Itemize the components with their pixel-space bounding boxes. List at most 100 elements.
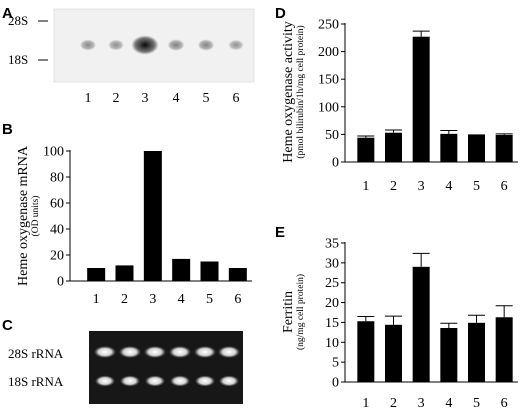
blot-band-lane-4 [167, 39, 185, 51]
panel-letter-b: B [2, 121, 13, 138]
y-tick-label-b-100: 100 [43, 145, 64, 160]
rrna-gel [89, 331, 243, 404]
error-bar-e-3 [412, 252, 430, 267]
y-tick-label-d-0: 0 [332, 156, 339, 171]
blot-band-lane-1 [80, 39, 96, 51]
marker-label-28s: 28S [8, 13, 28, 28]
panel-letter-c: C [2, 317, 13, 334]
lane-label-3: 3 [142, 91, 149, 106]
y-tick-label-e-25: 25 [325, 276, 339, 291]
gel-band-18s-lane-3 [145, 375, 165, 387]
blot-band-lane-6 [228, 39, 244, 51]
category-label-e-3: 3 [418, 396, 425, 409]
panel-c: C 28S rRNA 18S rRNA [2, 317, 243, 404]
error-bar-e-4 [440, 322, 458, 328]
y-axis-units-e: (ng/mg cell protein) [295, 274, 306, 350]
gel-band-28s-lane-1 [94, 346, 116, 358]
lane-label-5: 5 [203, 91, 210, 106]
error-bar-e-5 [468, 314, 485, 323]
y-tick-label-e-5: 5 [332, 356, 339, 371]
y-tick-label-d-50: 50 [325, 128, 339, 143]
error-bar-d-1 [357, 135, 375, 138]
panel-d-chart: D 0 50 100 150 200 250 1 2 3 4 5 6 Heme oxygenase act… [275, 5, 518, 194]
gel-band-18s-lane-1 [95, 375, 115, 387]
lane-label-2: 2 [113, 91, 120, 106]
gel-band-18s-lane-4 [170, 375, 190, 387]
error-bar-e-2 [385, 315, 402, 325]
category-label-d-5: 5 [473, 179, 480, 194]
category-label-d-1: 1 [362, 179, 369, 194]
y-tick-label-e-0: 0 [332, 376, 339, 391]
category-label-b-6: 6 [234, 292, 241, 307]
lane-labels: 1 2 3 4 5 6 [85, 91, 240, 106]
y-tick-label-b-80: 80 [50, 171, 64, 186]
category-label-b-3: 3 [149, 292, 156, 307]
category-label-d-4: 4 [445, 179, 452, 194]
rrna-label-28s: 28S rRNA [8, 346, 64, 361]
bar-e-6 [495, 317, 513, 382]
bar-b-2 [115, 265, 134, 281]
bar-b-5 [200, 261, 219, 281]
panel-letter-d: D [275, 5, 286, 22]
y-axis-units-b: (OD units) [30, 196, 41, 237]
bar-d-4 [440, 133, 458, 162]
y-tick-label-e-20: 20 [325, 296, 339, 311]
gel-band-28s-lane-2 [119, 346, 141, 358]
marker-label-18s: 18S [8, 52, 28, 67]
gel-band-28s-lane-4 [169, 346, 191, 358]
y-axis-label-d: Heme oxygenase activity [281, 21, 296, 163]
lane-label-1: 1 [85, 91, 92, 106]
lane-label-6: 6 [233, 91, 240, 106]
panel-a: A 28S 18S 1 2 3 4 5 6 [2, 5, 255, 106]
y-axis-units-d: (pmol bilirubin/1h/mg cell protein) [295, 25, 306, 158]
category-label-e-2: 2 [390, 396, 397, 409]
bar-d-1 [357, 137, 375, 162]
gel-band-18s-lane-5 [195, 375, 215, 387]
y-tick-label-d-100: 100 [318, 100, 339, 115]
category-label-b-5: 5 [206, 292, 213, 307]
rrna-gel-bands [94, 346, 240, 387]
gel-band-18s-lane-2 [120, 375, 140, 387]
y-tick-label-d-250: 250 [318, 18, 339, 33]
northern-blot-bands [80, 35, 244, 55]
panel-letter-a: A [2, 5, 13, 22]
error-bar-e-1 [357, 315, 375, 322]
panel-b-chart: B 0 20 40 60 80 100 1 2 3 4 5 6 Heme oxygenase mRNA (O… [2, 121, 252, 307]
bar-d-5 [468, 134, 485, 162]
bar-d-2 [385, 132, 402, 162]
bar-e-3 [412, 266, 430, 382]
bar-d-3 [412, 36, 430, 162]
bar-e-1 [357, 321, 375, 382]
category-label-d-6: 6 [501, 179, 508, 194]
y-tick-label-e-15: 15 [325, 316, 339, 331]
bar-e-4 [440, 327, 458, 382]
panel-letter-e: E [275, 224, 285, 241]
y-axis-label-b: Heme oxygenase mRNA [16, 145, 31, 286]
y-tick-label-e-30: 30 [325, 256, 339, 271]
y-tick-label-d-200: 200 [318, 45, 339, 60]
panel-e-chart: E 0 5 10 15 20 25 30 35 1 2 3 4 5 6 Ferritin (ng/mg cell… [275, 224, 518, 409]
gel-band-28s-lane-6 [218, 346, 240, 358]
lane-label-4: 4 [173, 91, 180, 106]
category-label-b-2: 2 [121, 292, 128, 307]
bar-e-2 [385, 324, 402, 382]
bar-b-3 [143, 151, 162, 281]
y-axis-label-e: Ferritin [281, 291, 296, 333]
bar-b-6 [228, 268, 247, 281]
y-tick-label-b-60: 60 [50, 197, 64, 212]
y-tick-label-d-150: 150 [318, 73, 339, 88]
bar-b-4 [172, 258, 191, 281]
gel-band-28s-lane-5 [194, 346, 216, 358]
error-bar-d-4 [440, 130, 458, 134]
y-tick-label-b-0: 0 [57, 275, 64, 290]
category-label-b-1: 1 [93, 292, 100, 307]
y-tick-label-b-20: 20 [50, 249, 64, 264]
category-label-e-4: 4 [445, 396, 452, 409]
gel-band-28s-lane-3 [144, 346, 166, 358]
category-label-e-5: 5 [473, 396, 480, 409]
error-bar-d-6 [495, 133, 513, 135]
category-label-e-6: 6 [501, 396, 508, 409]
category-label-e-1: 1 [362, 396, 369, 409]
category-label-b-4: 4 [178, 292, 185, 307]
